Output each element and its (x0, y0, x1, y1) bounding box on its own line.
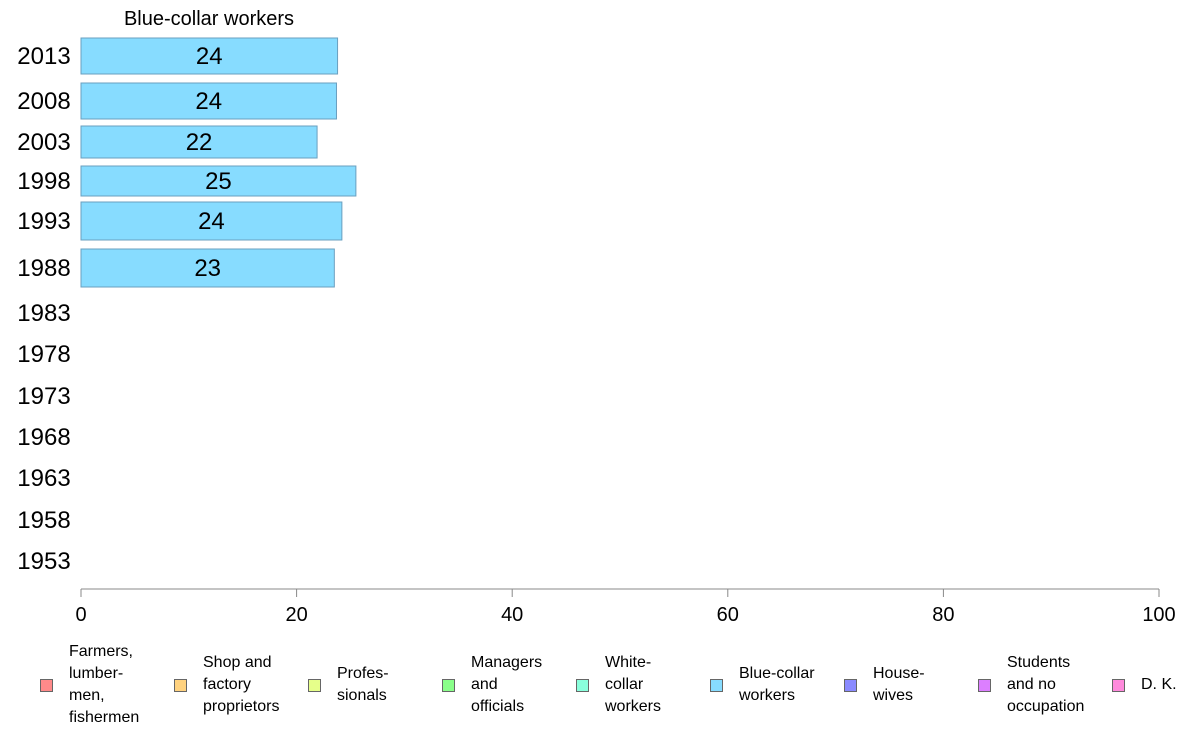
legend-label: Farmers, lumber- men, fishermen (69, 643, 140, 726)
bar-value-label: 24 (195, 88, 222, 115)
bar-value-label: 24 (198, 208, 225, 235)
bar-chart: Blue-collar workers 2013 2008 2003 1998 1993… (17, 8, 1176, 626)
bar-value-label: 22 (186, 129, 213, 156)
bar (80, 82, 337, 120)
year-labels: 2013 2008 2003 1998 1993 1988 1983 1978 1973 1968… (17, 43, 70, 575)
x-tick-label: 60 (717, 604, 739, 626)
year-label: 1993 (17, 208, 70, 235)
x-tick-label: 40 (501, 604, 523, 626)
legend-swatch (40, 678, 53, 692)
legend-swatch (576, 678, 589, 692)
year-label: 1963 (17, 465, 70, 492)
legend-swatch (1112, 678, 1125, 692)
x-tick-label: 0 (75, 604, 86, 626)
bar (80, 125, 318, 159)
legend-label: D. K. (1141, 676, 1177, 693)
year-label: 1958 (17, 507, 70, 534)
bar (80, 248, 335, 288)
legend-item: Farmers, lumber- men, fishermen (40, 640, 139, 730)
legend-item: House- wives (844, 640, 925, 730)
legend-item: Students and no occupation (978, 640, 1084, 730)
chart-title: Blue-collar workers (124, 8, 294, 30)
legend-swatch (710, 678, 723, 692)
legend-label: Profes- sionals (337, 665, 389, 704)
legend-item: Shop and factory proprietors (174, 640, 279, 730)
legend-swatch (844, 678, 857, 692)
legend-label: Shop and factory proprietors (203, 654, 280, 715)
legend: Farmers, lumber- men, fishermen Shop and … (0, 640, 1188, 730)
x-axis: 0 20 40 60 80 100 (75, 588, 1176, 626)
year-label: 2008 (17, 88, 70, 115)
x-tick-label: 20 (285, 604, 307, 626)
year-label: 1978 (17, 341, 70, 368)
legend-label: White- collar workers (605, 654, 662, 715)
bar (80, 37, 339, 75)
bar-value-label: 23 (194, 255, 221, 282)
bar-value-label: 24 (196, 43, 223, 70)
legend-item: White- collar workers (576, 640, 661, 730)
legend-swatch (442, 678, 455, 692)
year-label: 1968 (17, 424, 70, 451)
legend-item: Profes- sionals (308, 640, 389, 730)
year-label: 1983 (17, 300, 70, 327)
year-label: 1973 (17, 383, 70, 410)
legend-label: Managers and officials (471, 654, 543, 715)
legend-label: House- wives (873, 665, 925, 704)
x-tick-label: 80 (932, 604, 954, 626)
legend-swatch (174, 678, 187, 692)
year-label: 1988 (17, 255, 70, 282)
bars: 24 24 22 25 24 23 (80, 37, 357, 288)
legend-item: Blue-collar workers (710, 640, 815, 730)
legend-label: Blue-collar workers (739, 665, 815, 704)
year-label: 2013 (17, 43, 70, 70)
year-label: 1953 (17, 548, 70, 575)
legend-swatch (308, 678, 321, 692)
year-label: 2003 (17, 129, 70, 156)
bar (80, 201, 343, 241)
x-tick-label: 100 (1142, 604, 1175, 626)
bar-value-label: 25 (205, 168, 232, 195)
year-label: 1998 (17, 168, 70, 195)
legend-item: D. K. (1112, 640, 1177, 730)
legend-item: Managers and officials (442, 640, 542, 730)
bar (80, 165, 357, 197)
legend-swatch (978, 678, 991, 692)
legend-label: Students and no occupation (1007, 654, 1085, 715)
